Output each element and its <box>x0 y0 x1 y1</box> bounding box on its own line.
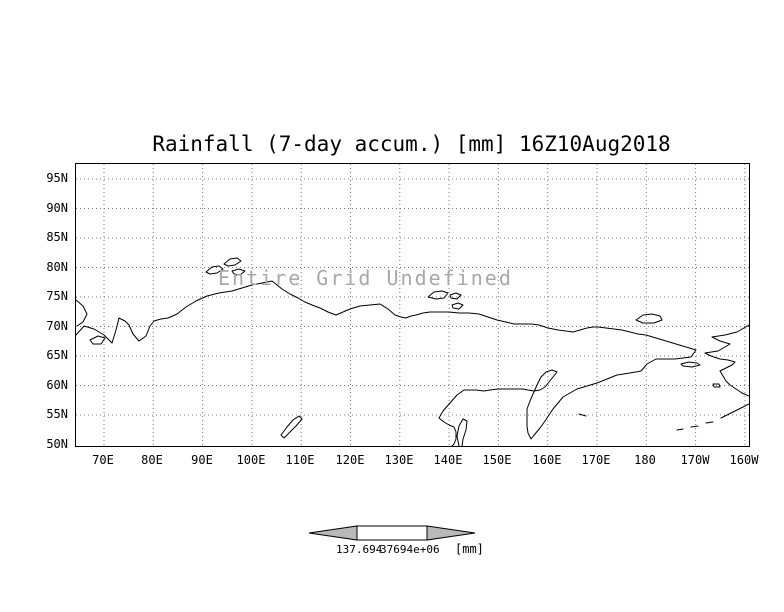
vaygach-island <box>89 335 106 345</box>
colorbar-left-arrow <box>308 525 358 541</box>
lon-tick-label: 110E <box>285 453 315 467</box>
lat-tick-label: 90N <box>46 200 68 215</box>
lat-tick-label: 70N <box>46 318 68 333</box>
colorbar <box>308 525 476 541</box>
lat-tick-label: 65N <box>46 348 68 362</box>
coastline-alaska <box>704 324 749 397</box>
novaya-zemlya-fragment <box>76 299 88 327</box>
lake-baikal <box>280 415 303 439</box>
map-svg <box>76 164 749 446</box>
plot-title: Rainfall (7-day accum.) [mm] 16Z10Aug201… <box>152 132 671 156</box>
colorbar-cell <box>356 525 428 541</box>
komandorski-islands <box>578 413 587 417</box>
lon-tick-label: 160W <box>729 453 759 467</box>
grid-lines <box>76 164 749 446</box>
nunivak-island <box>712 383 721 388</box>
coastline-siberia <box>76 280 697 446</box>
lat-tick-label: 50N <box>46 436 68 451</box>
map-plot-area: Entire Grid Undefined <box>75 163 750 447</box>
coastline-alaska-peninsula <box>720 403 749 419</box>
new-siberian-islands <box>427 290 464 310</box>
lon-tick-label: 150E <box>482 453 512 467</box>
lon-tick-label: 160E <box>532 453 562 467</box>
lat-tick-label: 55N <box>46 407 68 421</box>
lat-tick-label: 75N <box>46 289 68 303</box>
colorbar-tick-label-left: 137.694 <box>336 543 383 556</box>
lat-tick-label: 95N <box>46 171 68 185</box>
lon-tick-label: 170E <box>581 453 611 467</box>
st-lawrence-island <box>680 361 701 368</box>
lon-tick-label: 140E <box>433 453 463 467</box>
lon-tick-label: 130E <box>384 453 414 467</box>
lat-tick-label: 85N <box>46 230 68 244</box>
aleutian-islands <box>676 421 714 431</box>
lat-tick-label: 80N <box>46 259 68 274</box>
lon-tick-label: 80E <box>141 453 163 467</box>
lon-tick-label: 70E <box>92 453 114 467</box>
lon-tick-label: 180 <box>634 453 656 467</box>
lat-tick-label: 60N <box>46 377 68 392</box>
lon-tick-label: 100E <box>236 453 266 467</box>
colorbar-tick-label-right: 37694e+06 <box>380 543 440 556</box>
severnaya-zemlya-islands <box>205 257 246 276</box>
colorbar-right-arrow <box>426 525 476 541</box>
coastlines <box>76 257 749 446</box>
undefined-grid-annotation: Entire Grid Undefined <box>218 266 513 290</box>
sakhalin-island <box>456 418 468 446</box>
lon-tick-label: 90E <box>191 453 213 467</box>
colorbar-unit-label: [mm] <box>455 542 484 556</box>
lon-tick-label: 120E <box>335 453 365 467</box>
wrangel-island <box>635 313 663 324</box>
lon-tick-label: 170W <box>680 453 710 467</box>
